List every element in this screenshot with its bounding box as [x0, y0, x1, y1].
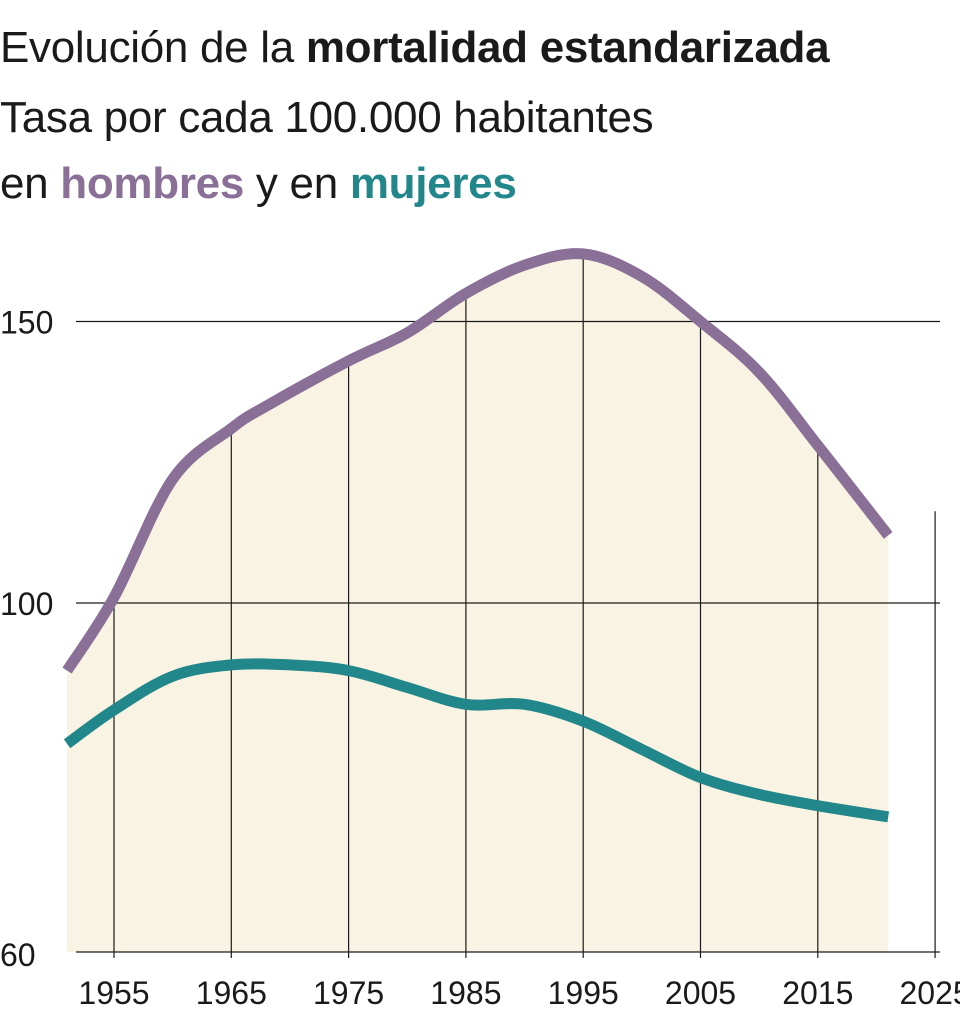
series-lines — [62, 248, 893, 823]
chart-legend-line: en hombres y en mujeres — [0, 162, 517, 206]
y-axis-ticks: 60 100 150 — [0, 305, 53, 974]
y-tick-label-100: 100 — [0, 586, 53, 622]
x-tick-label-2015: 2015 — [782, 975, 853, 1011]
x-tick-label-1995: 1995 — [548, 975, 619, 1011]
title-bold: mortalidad estandarizada — [305, 23, 830, 72]
y-tick-label-150: 150 — [0, 305, 53, 341]
x-tick-label-1965: 1965 — [196, 975, 267, 1011]
x-tick-label-1955: 1955 — [78, 975, 149, 1011]
y-tick-label-60: 60 — [0, 937, 36, 973]
legend-men: hombres — [60, 159, 244, 208]
x-tick-label-2005: 2005 — [665, 975, 736, 1011]
chart-subtitle: Tasa por cada 100.000 habitantes — [0, 93, 654, 142]
chart-title: Evolución de la mortalidad estandarizada — [0, 23, 830, 72]
series-line-hombres — [62, 248, 893, 674]
grid-lines — [76, 257, 940, 958]
legend-women: mujeres — [349, 159, 517, 208]
legend-prefix: en — [0, 159, 61, 208]
title-prefix: Evolución de la — [0, 23, 306, 72]
series-line-mujeres — [63, 658, 890, 823]
x-axis-ticks: 1955 1965 1975 1985 1995 2005 2015 2025 — [78, 975, 960, 1011]
legend-mid: y en — [244, 159, 350, 208]
x-tick-label-1985: 1985 — [430, 975, 501, 1011]
x-tick-label-2025: 2025 — [900, 975, 960, 1011]
x-tick-label-1975: 1975 — [313, 975, 384, 1011]
